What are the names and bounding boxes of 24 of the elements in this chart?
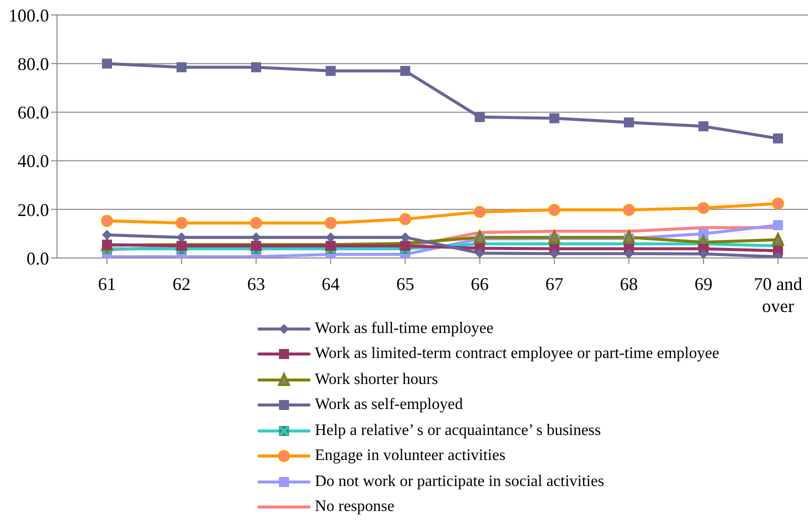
x-tick-label: 64 <box>322 274 340 294</box>
y-tick-label: 60.0 <box>18 102 49 123</box>
x-tick-label: 69 <box>694 274 712 294</box>
legend-label: Help a relative’ s or acquaintance’ s business <box>314 422 601 440</box>
x-tick-label: 61 <box>98 274 116 294</box>
y-tick-label: 40.0 <box>18 151 49 172</box>
legend-label: Do not work or participate in social activities <box>314 472 604 491</box>
y-tick-label: 20.0 <box>18 200 49 220</box>
legend-label: Work as limited-term contract employee or part-time employee <box>314 345 720 364</box>
x-tick-label: 63 <box>247 274 266 294</box>
legend-label: Work shorter hours <box>314 370 438 389</box>
y-tick-label: 100.0 <box>8 5 49 26</box>
x-tick-label: 67 <box>545 274 564 294</box>
x-tick-label: 62 <box>172 274 191 294</box>
legend-label: Work as self-employed <box>314 396 463 414</box>
x-tick-label: 65 <box>396 274 414 294</box>
legend-label: Work as full-time employee <box>314 320 494 338</box>
y-tick-label: 80.0 <box>18 54 49 74</box>
y-tick-label: 0.0 <box>26 248 49 268</box>
x-tick-label: 70 and over <box>754 274 802 316</box>
x-tick-label: 66 <box>470 274 489 294</box>
x-tick-label: 68 <box>620 274 638 294</box>
legend-label: Engage in volunteer activities <box>314 447 506 466</box>
legend-label: No response <box>314 498 394 516</box>
